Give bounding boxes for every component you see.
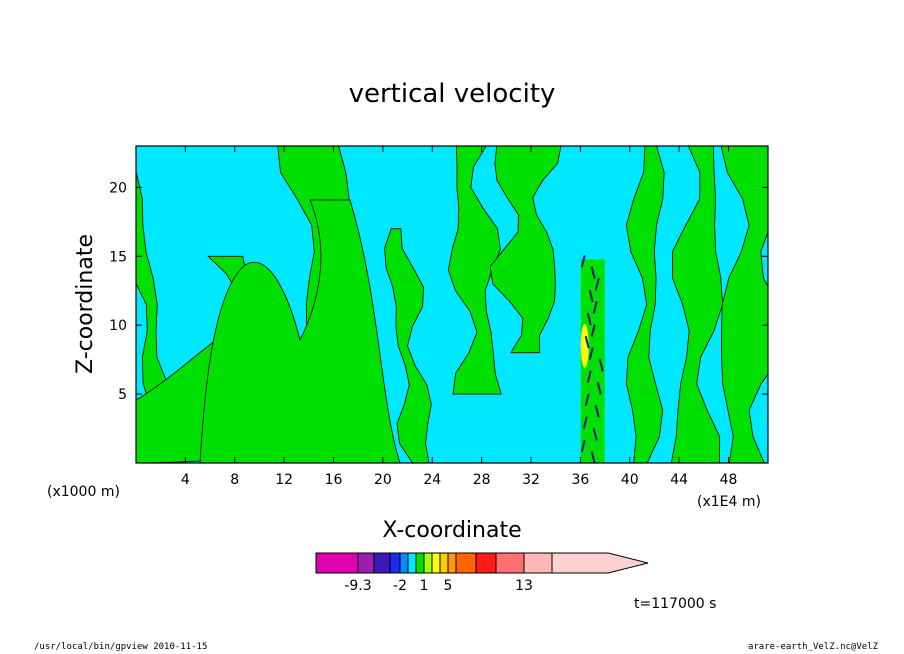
core-downdraft-contour	[596, 382, 602, 395]
x-tick-label: 40	[621, 472, 639, 488]
core-downdraft-contour	[586, 370, 592, 383]
y-tick-label: 10	[109, 318, 127, 334]
plot-frame	[135, 145, 769, 464]
core-downdraft-contour	[588, 347, 594, 360]
colorbar-tick-label: 5	[444, 578, 453, 594]
core-downdraft-contour	[590, 451, 596, 463]
core-downdraft-contour	[580, 255, 586, 268]
colorbar-tick-label: 13	[515, 578, 533, 594]
updraft-band	[489, 146, 562, 354]
colorbar-bin	[455, 552, 477, 574]
colorbar-tick-label: 1	[420, 578, 429, 594]
x-tick-label: 16	[325, 472, 343, 488]
y-axis-label: Z-coordinate	[73, 234, 98, 374]
colorbar-bin	[315, 552, 359, 574]
chart-title: vertical velocity	[349, 79, 556, 109]
x-axis-label: X-coordinate	[382, 518, 521, 543]
colorbar-bin	[357, 552, 375, 574]
x-tick-label: 12	[275, 472, 293, 488]
core-downdraft-contour	[588, 289, 594, 303]
x-tick-label: 24	[423, 472, 441, 488]
updraft-band	[625, 146, 665, 463]
core-downdraft-contour	[590, 324, 596, 337]
time-label: t=117000 s	[634, 596, 716, 612]
x-tick-label: 4	[181, 472, 190, 488]
core-downdraft-contour	[598, 358, 604, 372]
y-tick-label: 20	[109, 180, 127, 196]
x-unit-right: (x1E4 m)	[697, 494, 761, 510]
colorbar-bin	[439, 552, 449, 574]
x-axis: 4 8 12 16 20 24 28 32 36 40 44 48	[181, 146, 738, 488]
colorbar-bin	[407, 552, 417, 574]
colorbar: -9.3 -2 1 5 13	[315, 552, 649, 594]
colorbar-bin	[475, 552, 497, 574]
colorbar-bin	[423, 552, 433, 574]
colorbar-bin	[495, 552, 525, 574]
x-tick-label: 48	[720, 472, 738, 488]
core-downdraft-contour	[592, 301, 598, 314]
colorbar-bin	[447, 552, 457, 574]
updraft-band	[136, 170, 189, 463]
colorbar-bin	[373, 552, 391, 574]
core-downdraft-contour	[584, 393, 590, 407]
core-updraft	[580, 323, 589, 368]
colorbar-tick-label: -9.3	[344, 578, 371, 594]
colorbar-bin	[523, 552, 553, 574]
core-downdraft-contour	[594, 405, 600, 418]
core-downdraft-contour	[582, 416, 588, 430]
updraft-band	[670, 146, 724, 463]
y-tick-label: 15	[109, 249, 127, 265]
x-tick-label: 36	[571, 472, 589, 488]
core-downdraft-contour	[592, 428, 598, 441]
updraft-band	[384, 228, 432, 463]
colorbar-bin	[415, 552, 425, 574]
x-tick-label: 32	[522, 472, 540, 488]
footer-right: arare-earth_VelZ.nc@VelZ	[747, 642, 878, 652]
core-downdraft-contour	[580, 439, 586, 453]
core-downdraft-contour	[590, 266, 596, 280]
footer-left: /usr/local/bin/gpview 2010-11-15	[34, 642, 208, 652]
y-axis: 5 10 15 20	[109, 180, 768, 403]
colorbar-bin	[389, 552, 401, 574]
colorbar-tick-label: -2	[393, 578, 407, 594]
y-tick-label: 5	[118, 387, 127, 403]
updraft-band	[447, 146, 502, 395]
x-unit-left: (x1000 m)	[47, 484, 120, 500]
core-downdraft-contour	[584, 335, 590, 349]
x-tick-label: 44	[670, 472, 688, 488]
core-downdraft-contour	[594, 278, 600, 291]
x-tick-label: 8	[230, 472, 239, 488]
convective-core	[580, 255, 605, 463]
plot-area	[136, 146, 768, 463]
colorbar-bin	[399, 552, 409, 574]
x-tick-label: 20	[374, 472, 392, 488]
updraft-band	[199, 199, 401, 463]
colorbar-bin	[431, 552, 441, 574]
colorbar-bin	[551, 552, 649, 574]
x-tick-label: 28	[473, 472, 491, 488]
positive-velocity-regions	[136, 146, 768, 463]
core-downdraft-contour	[586, 312, 592, 326]
